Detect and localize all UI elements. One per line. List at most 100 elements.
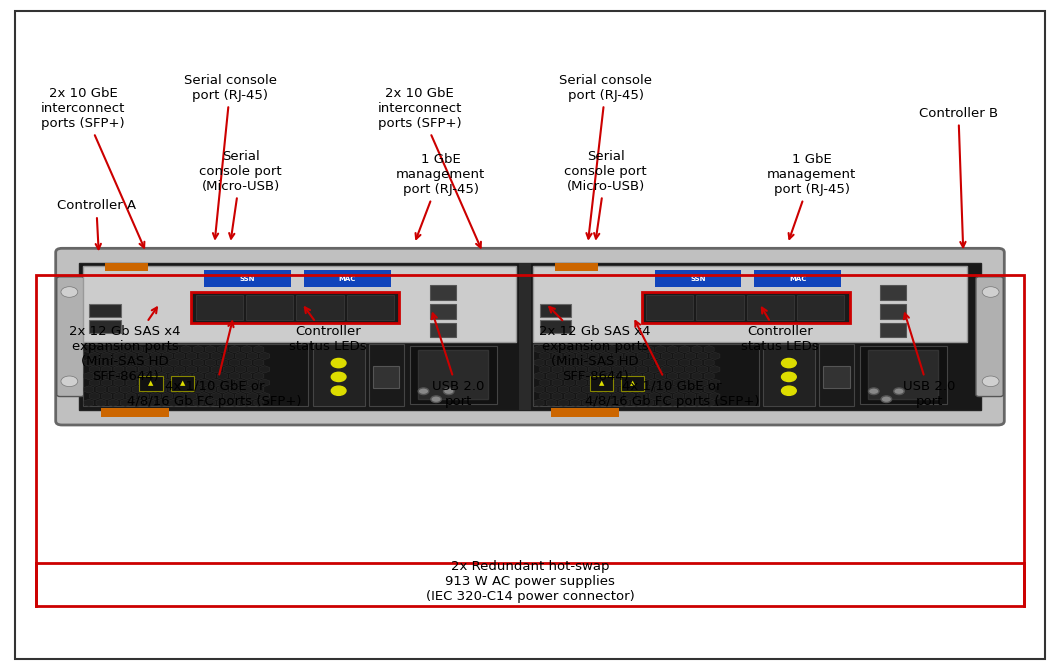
Bar	[373, 366, 400, 387]
Polygon shape	[247, 379, 258, 387]
Polygon shape	[673, 366, 684, 373]
Polygon shape	[260, 379, 269, 387]
Polygon shape	[679, 346, 690, 353]
Circle shape	[894, 388, 904, 395]
Polygon shape	[643, 399, 653, 407]
Polygon shape	[206, 399, 215, 407]
Circle shape	[61, 376, 77, 387]
Polygon shape	[583, 346, 593, 353]
Polygon shape	[199, 379, 209, 387]
Polygon shape	[157, 359, 166, 366]
Bar	[621, 376, 644, 391]
Polygon shape	[697, 379, 708, 387]
Text: USB 2.0
port: USB 2.0 port	[431, 314, 484, 408]
Polygon shape	[90, 366, 100, 373]
Polygon shape	[673, 393, 684, 400]
Polygon shape	[577, 393, 586, 400]
Polygon shape	[96, 386, 106, 393]
Circle shape	[419, 388, 428, 395]
Polygon shape	[96, 359, 106, 366]
Bar	[171, 376, 194, 391]
Polygon shape	[162, 379, 173, 387]
Polygon shape	[607, 386, 617, 393]
Text: ▲: ▲	[630, 381, 635, 387]
Polygon shape	[643, 373, 653, 380]
Polygon shape	[157, 386, 166, 393]
Polygon shape	[637, 393, 647, 400]
Polygon shape	[619, 386, 630, 393]
Polygon shape	[242, 373, 251, 380]
Polygon shape	[649, 366, 659, 373]
Polygon shape	[102, 366, 111, 373]
Polygon shape	[181, 399, 191, 407]
Polygon shape	[90, 393, 100, 400]
Polygon shape	[679, 373, 690, 380]
Text: Controller
status LEDs: Controller status LEDs	[289, 308, 367, 353]
Polygon shape	[126, 379, 136, 387]
Polygon shape	[613, 393, 622, 400]
Text: Controller
status LEDs: Controller status LEDs	[742, 308, 819, 353]
Polygon shape	[625, 352, 635, 360]
Polygon shape	[679, 386, 690, 393]
Polygon shape	[260, 393, 269, 400]
Polygon shape	[710, 379, 720, 387]
Polygon shape	[132, 359, 142, 366]
Polygon shape	[632, 399, 641, 407]
Polygon shape	[692, 373, 702, 380]
Polygon shape	[552, 366, 562, 373]
Text: MAC: MAC	[789, 275, 807, 281]
Bar	[304, 270, 391, 287]
Polygon shape	[559, 399, 568, 407]
Polygon shape	[175, 379, 184, 387]
Polygon shape	[120, 373, 130, 380]
Circle shape	[332, 358, 346, 368]
Polygon shape	[144, 346, 155, 353]
Polygon shape	[637, 352, 647, 360]
Polygon shape	[632, 346, 641, 353]
Bar	[78, 263, 982, 411]
Bar	[746, 295, 794, 320]
Polygon shape	[704, 359, 714, 366]
Polygon shape	[686, 352, 695, 360]
Polygon shape	[613, 352, 622, 360]
Polygon shape	[559, 373, 568, 380]
Polygon shape	[534, 399, 544, 407]
Polygon shape	[169, 359, 179, 366]
Bar	[419, 350, 488, 399]
Polygon shape	[230, 399, 240, 407]
Polygon shape	[102, 379, 111, 387]
Polygon shape	[643, 359, 653, 366]
Polygon shape	[583, 359, 593, 366]
Polygon shape	[132, 399, 142, 407]
Circle shape	[781, 386, 796, 395]
Bar	[429, 322, 456, 337]
Bar	[880, 285, 906, 300]
Polygon shape	[108, 346, 118, 353]
Polygon shape	[187, 379, 197, 387]
Polygon shape	[637, 379, 647, 387]
Polygon shape	[577, 366, 586, 373]
Polygon shape	[84, 386, 94, 393]
Bar	[868, 350, 938, 399]
Bar	[880, 304, 906, 318]
Bar	[655, 270, 741, 287]
Bar	[101, 409, 169, 417]
Polygon shape	[151, 366, 160, 373]
Text: 2x 12 Gb SAS x4
expansion ports
(Mini-SAS HD
SFF-8644): 2x 12 Gb SAS x4 expansion ports (Mini-SA…	[540, 307, 651, 383]
Polygon shape	[224, 393, 233, 400]
Bar	[429, 285, 456, 300]
Polygon shape	[206, 386, 215, 393]
Polygon shape	[235, 366, 245, 373]
Polygon shape	[607, 373, 617, 380]
Polygon shape	[175, 366, 184, 373]
Polygon shape	[84, 346, 94, 353]
Polygon shape	[211, 366, 222, 373]
Circle shape	[983, 376, 999, 387]
Polygon shape	[655, 359, 666, 366]
Polygon shape	[601, 393, 611, 400]
Polygon shape	[546, 359, 556, 366]
Polygon shape	[668, 373, 677, 380]
Polygon shape	[84, 399, 94, 407]
Polygon shape	[254, 386, 264, 393]
Polygon shape	[704, 386, 714, 393]
